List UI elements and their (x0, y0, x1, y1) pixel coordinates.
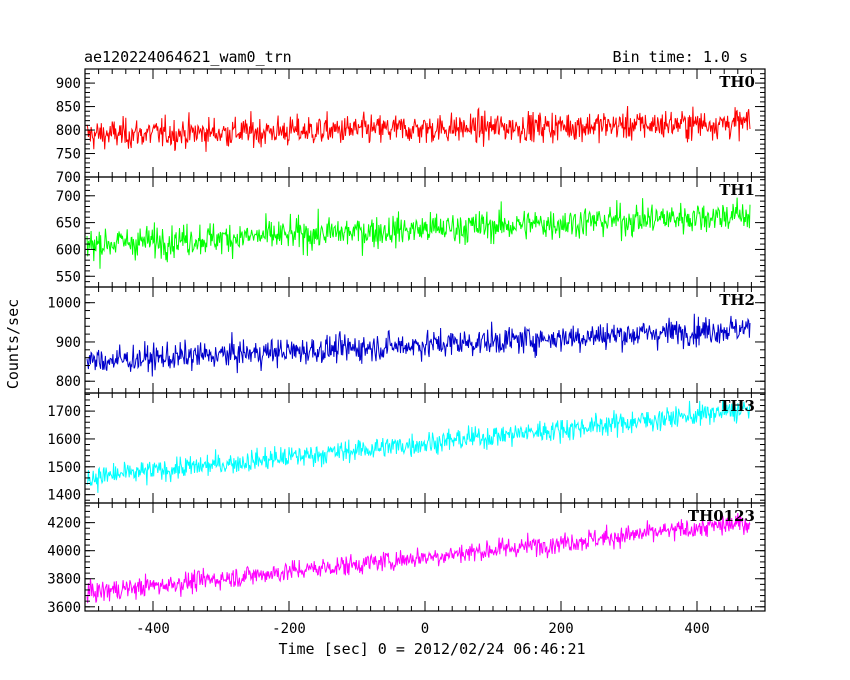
y-tick-label: 850 (56, 100, 81, 116)
series-line-th2 (86, 313, 751, 377)
y-tick-label: 650 (56, 216, 81, 232)
series-line-th3 (86, 399, 751, 493)
x-tick-label: 400 (684, 621, 709, 637)
y-tick-label: 3600 (47, 600, 81, 616)
y-tick-label: 900 (56, 335, 81, 351)
panel-label-th0123: TH0123 (688, 507, 755, 525)
x-tick-label: -400 (136, 621, 170, 637)
x-tick-label: 200 (548, 621, 573, 637)
series-line-th0123 (86, 513, 751, 604)
y-tick-label: 1400 (47, 488, 81, 504)
x-tick-label: 0 (421, 621, 429, 637)
y-tick-label: 1600 (47, 432, 81, 448)
y-tick-label: 750 (56, 147, 81, 163)
y-tick-label: 1000 (47, 296, 81, 312)
chart-title: ae120224064621_wam0_trn (84, 48, 292, 66)
y-tick-label: 700 (56, 189, 81, 205)
panel-label-th1: TH1 (719, 181, 755, 199)
panel-frame-th2 (84, 286, 766, 394)
y-tick-label: 3800 (47, 572, 81, 588)
y-tick-label: 4000 (47, 544, 81, 560)
panel-label-th0: TH0 (719, 73, 755, 91)
series-line-th0 (86, 105, 751, 152)
panel-label-th3: TH3 (719, 397, 755, 415)
x-axis-label: Time [sec] 0 = 2012/02/24 06:46:21 (278, 640, 585, 658)
panel-label-th2: TH2 (719, 291, 755, 309)
y-tick-label: 1500 (47, 460, 81, 476)
series-line-th1 (86, 197, 751, 269)
y-tick-label: 600 (56, 242, 81, 258)
x-tick-label: -200 (272, 621, 306, 637)
y-tick-label: 900 (56, 76, 81, 92)
y-tick-label: 700 (56, 170, 81, 186)
panels-group: 700 750 800 850 900 TH0 550 600 650 700 TH1 800 900 1… (47, 68, 766, 637)
y-tick-label: 1700 (47, 404, 81, 420)
bin-time-label: Bin time: 1.0 s (613, 48, 748, 66)
y-tick-label: 550 (56, 269, 81, 285)
y-tick-label: 4200 (47, 516, 81, 532)
y-tick-label: 800 (56, 374, 81, 390)
y-tick-label: 800 (56, 123, 81, 139)
y-axis-label: Counts/sec (4, 299, 22, 389)
